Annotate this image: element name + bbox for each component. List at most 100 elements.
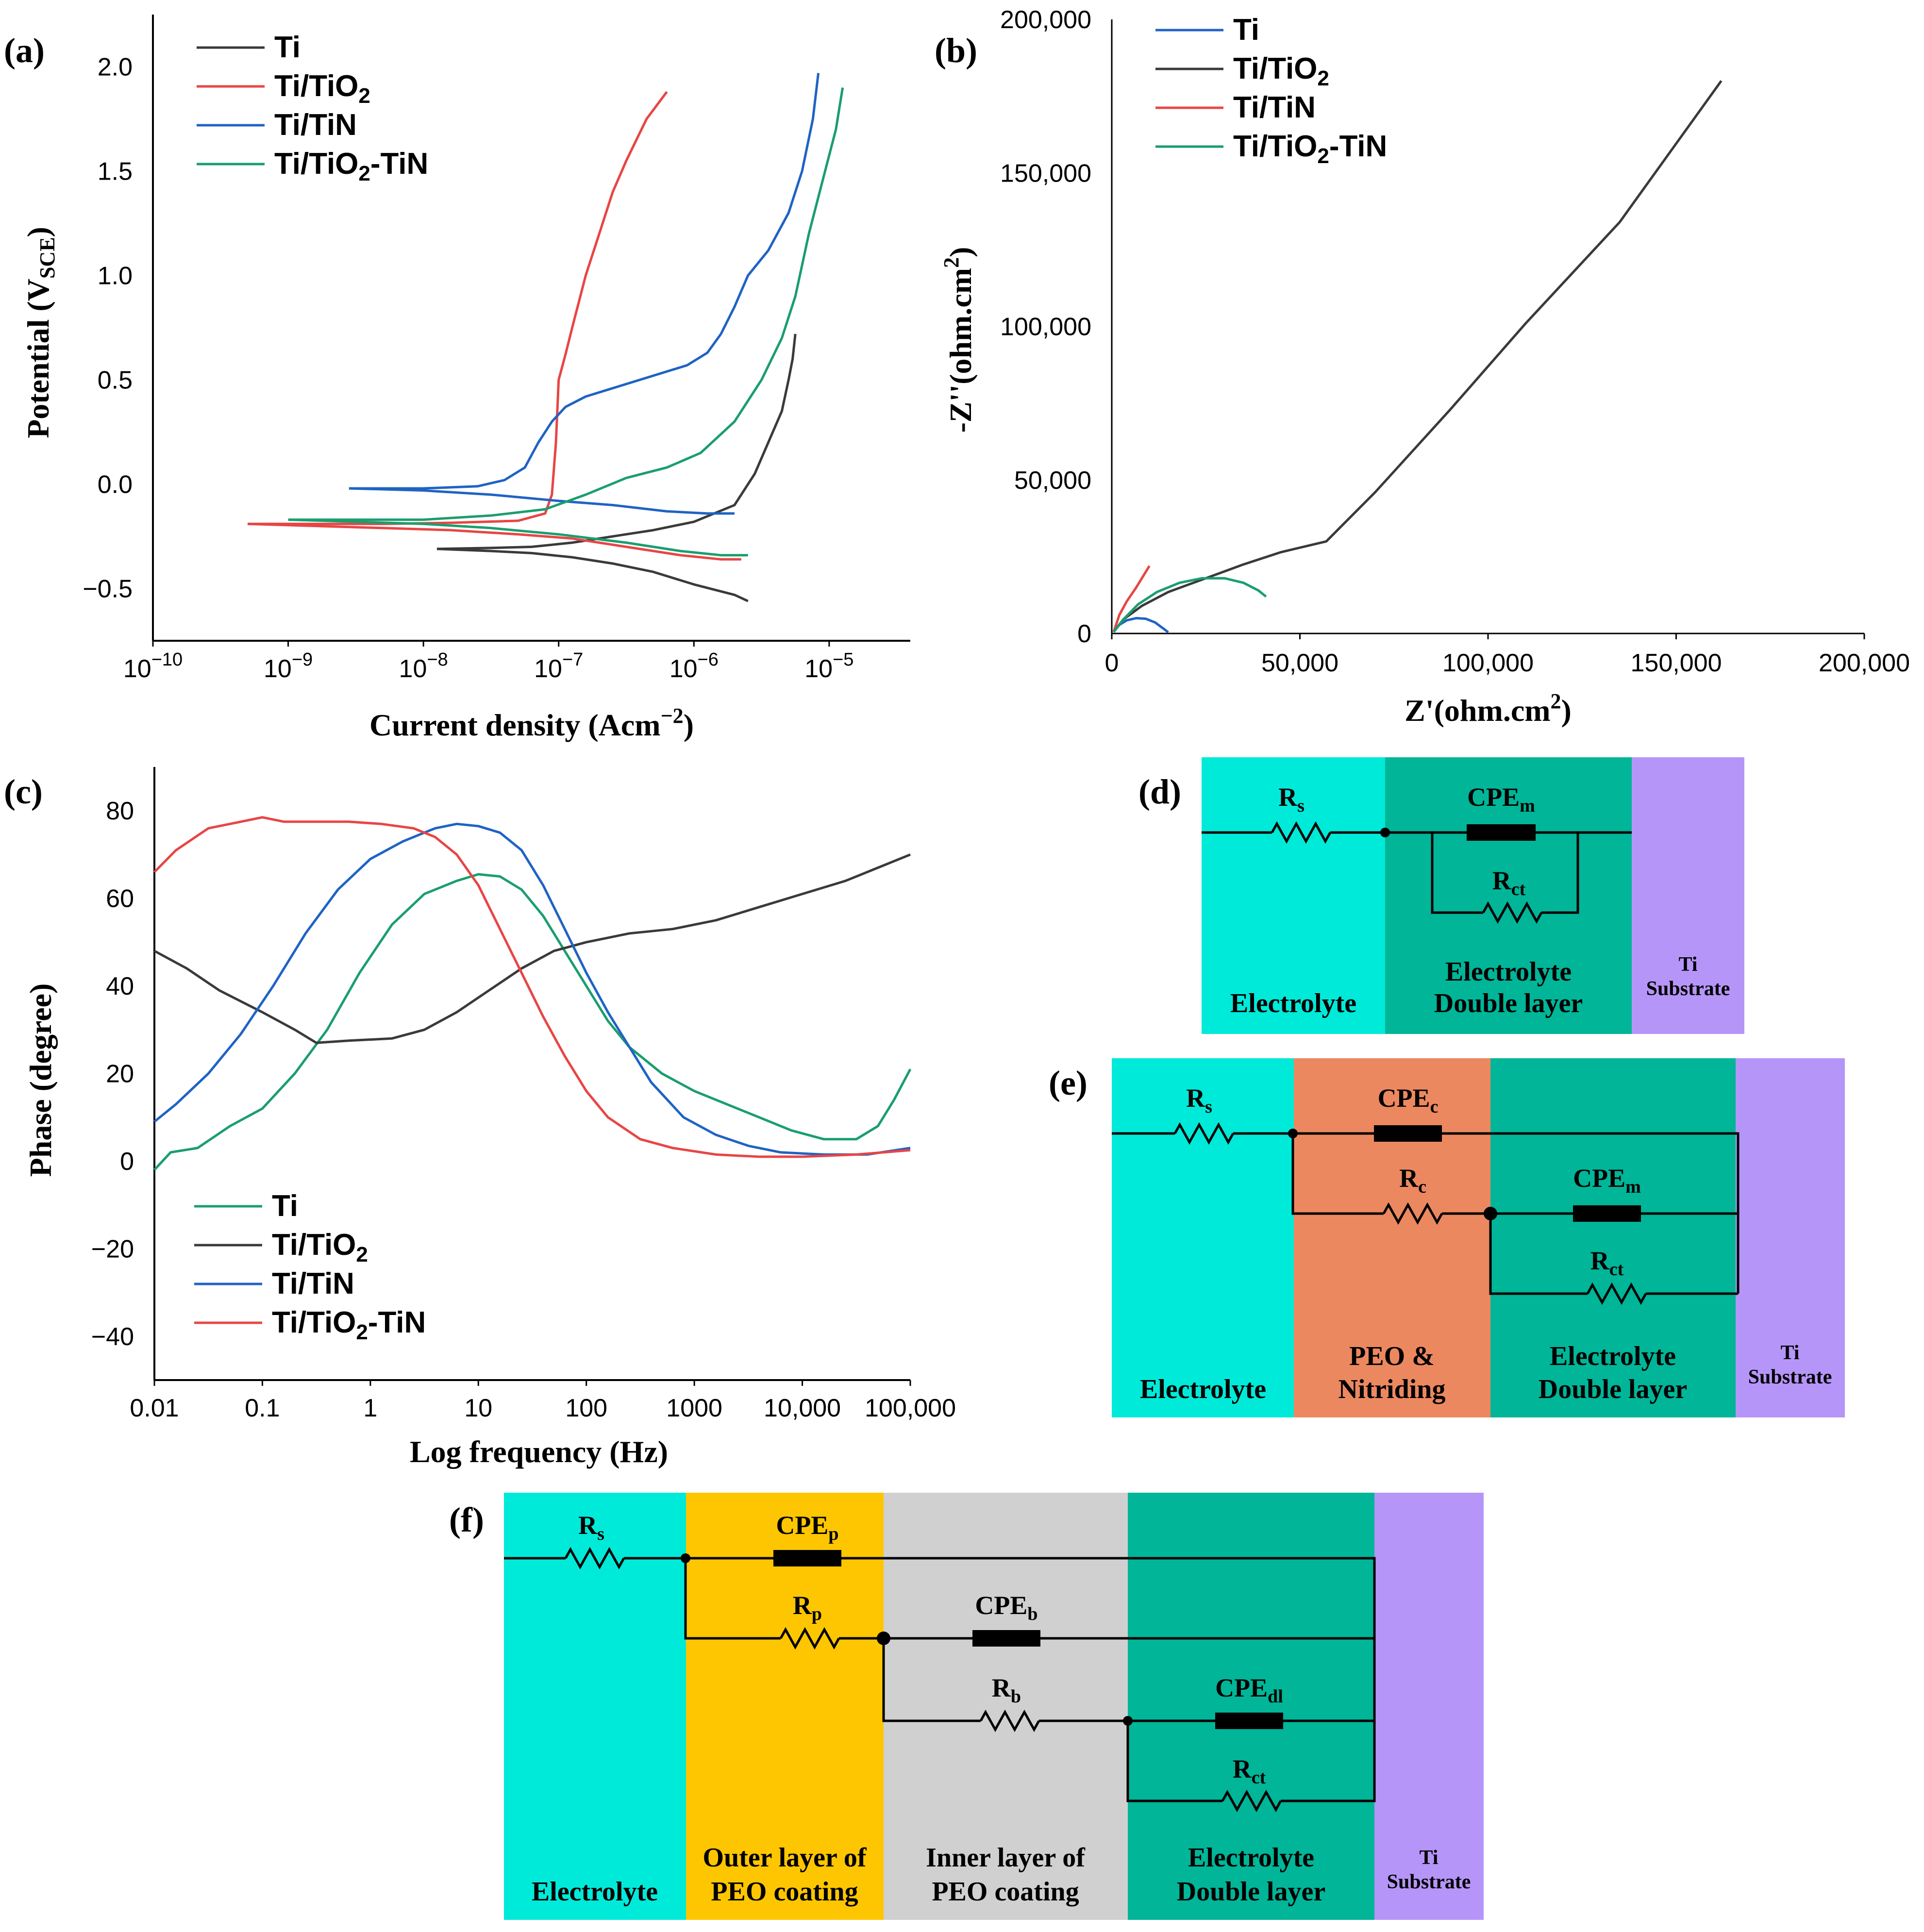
resistor-rp-f (779, 1627, 840, 1650)
text-substrate-1-e: Ti (1781, 1342, 1800, 1364)
text-peo-2-e: Nitriding (1338, 1374, 1446, 1404)
label-rct-f: Rct (1233, 1754, 1266, 1788)
panel-e-equivalent-circuit: (e) Rs CPEc Rc CPEm Rct Electrolyte PEO … (1049, 1058, 1845, 1417)
y-tick-label: 60 (106, 885, 134, 913)
cpe-c-element-e (1374, 1125, 1442, 1142)
label-rct-d: Rct (1492, 866, 1526, 899)
legend-label: Ti/TiO2 (1233, 52, 1329, 90)
y-tick-label: 20 (106, 1060, 134, 1088)
text-substrate-1-d: Ti (1679, 953, 1698, 976)
series-lines-c (153, 816, 912, 1171)
junction-2-f (877, 1632, 890, 1645)
x-tick-label: 10,000 (764, 1394, 841, 1422)
text-double-layer-1-e: Electrolyte (1550, 1341, 1676, 1371)
resistor-rct-d (1482, 901, 1543, 924)
series-line-ti-tio2 (247, 522, 741, 561)
text-electrolyte-d: Electrolyte (1230, 988, 1356, 1018)
y-axis-label-b: -Z''(ohm.cm2) (939, 247, 978, 433)
panel-label-f: (f) (449, 1500, 484, 1539)
label-rb-f: Rb (992, 1673, 1021, 1707)
junction-3-f (1123, 1716, 1133, 1726)
region-double-layer-e (1490, 1058, 1736, 1417)
y-tick-label: 2.0 (98, 53, 133, 82)
region-electrolyte-f (504, 1493, 686, 1920)
cpe-m-element-d (1467, 824, 1536, 841)
legend-label: Ti/TiN (274, 108, 357, 142)
region-electrolyte-d (1202, 757, 1385, 1034)
label-cpe-b-f: CPEb (975, 1591, 1037, 1624)
resistor-rs-f (564, 1547, 625, 1570)
y-tick-label: 0.5 (98, 366, 133, 395)
text-substrate-1-f: Ti (1420, 1847, 1439, 1869)
label-cpe-m-d: CPEm (1467, 783, 1535, 816)
x-tick-label: 10−6 (669, 650, 719, 683)
x-tick-label: 150,000 (1631, 649, 1722, 677)
x-axis-label-b: Z'(ohm.cm2) (1405, 689, 1572, 728)
wires-d (1202, 821, 1632, 924)
text-electrolyte-f: Electrolyte (532, 1877, 658, 1907)
y-axis-label-a: Potential (VSCE) (21, 227, 59, 438)
y-tick-label: 1.0 (98, 262, 133, 290)
x-tick-label: 10−7 (534, 650, 583, 683)
y-tick-label: 1.5 (98, 158, 133, 186)
text-double-layer-2-e: Double layer (1539, 1374, 1687, 1404)
x-tick-label: 200,000 (1819, 649, 1910, 677)
series-line-ti-tio2-tin (153, 816, 911, 1158)
label-cpe-dl-f: CPEdl (1215, 1673, 1283, 1707)
x-tick-label: 0.1 (245, 1394, 280, 1422)
cpe-b-element-f (972, 1630, 1040, 1647)
label-cpe-c-e: CPEc (1378, 1083, 1439, 1117)
y-tick-label: −0.5 (83, 575, 133, 603)
x-ticks-a: 10−10 10−9 10−8 10−7 10−6 10−5 (123, 641, 853, 683)
resistor-rs-e (1173, 1122, 1235, 1145)
panel-b-nyquist-chart: (b) 0 50,000 100,000 150,000 200,000 0 50,000… (935, 6, 1910, 728)
cpe-m-element-e (1573, 1205, 1641, 1222)
legend-label: Ti/TiO2 (272, 1228, 368, 1266)
y-ticks-a: 2.0 1.5 1.0 0.5 0.0 −0.5 (83, 53, 133, 603)
y-tick-label: 100,000 (1000, 313, 1091, 341)
x-tick-label: 50,000 (1261, 649, 1338, 677)
x-tick-label: 10−5 (804, 650, 853, 683)
panel-label-a: (a) (4, 31, 45, 70)
panel-a-polarization-chart: (a) 10−10 10−9 10−8 10−7 10−6 10−5 2.0 1.5 1.0 0… (4, 15, 910, 742)
series-line-ti-tio2-tin (1112, 577, 1267, 633)
y-tick-label: 50,000 (1014, 466, 1091, 495)
label-cpe-p-f: CPEp (776, 1511, 838, 1544)
panel-label-b: (b) (935, 31, 977, 70)
resistor-rb-f (979, 1709, 1040, 1732)
legend-label: Ti/TiO2 (274, 69, 370, 108)
text-double-layer-1-f: Electrolyte (1188, 1843, 1314, 1873)
panel-f-equivalent-circuit: (f) Rs CPEp Rp (449, 1493, 1484, 1920)
resistor-rc-e (1382, 1202, 1443, 1225)
y-tick-label: 0 (1077, 620, 1091, 648)
legend-label: Ti (1233, 13, 1259, 47)
region-peo-nitriding-e (1294, 1058, 1490, 1417)
resistor-rct-f (1221, 1789, 1282, 1813)
panel-d-equivalent-circuit: (d) Rs CPEm Rct Electrolyte Electrolyte … (1138, 757, 1744, 1034)
series-line-ti-tin (349, 73, 820, 490)
y-ticks-c: 80 60 40 20 0 −20 −40 (91, 797, 134, 1351)
y-tick-label: 80 (106, 797, 134, 825)
junction-2-e (1484, 1207, 1497, 1220)
panel-label-e: (e) (1049, 1064, 1087, 1102)
legend-label: Ti/TiO2-TiN (272, 1306, 426, 1344)
x-tick-label: 10−8 (399, 650, 448, 683)
x-axis-label-a: Current density (Acm−2) (369, 704, 694, 742)
x-tick-label: 100 (565, 1394, 607, 1422)
series-line-ti-tin (153, 822, 911, 1156)
y-tick-label: 40 (106, 972, 134, 1000)
legend-label: Ti (272, 1189, 298, 1223)
y-tick-label: 0 (120, 1148, 134, 1176)
x-tick-label: 10 (464, 1394, 492, 1422)
text-inner-1-f: Inner layer of (926, 1843, 1086, 1873)
series-line-ti-tio2 (153, 853, 911, 1044)
y-tick-label: −40 (91, 1323, 134, 1351)
x-tick-label: 0.01 (130, 1394, 179, 1422)
y-axis-label-c: Phase (degree) (23, 983, 58, 1177)
region-substrate-e (1736, 1058, 1845, 1417)
text-substrate-2-e: Substrate (1748, 1366, 1832, 1388)
x-tick-label: 100,000 (1442, 649, 1534, 677)
